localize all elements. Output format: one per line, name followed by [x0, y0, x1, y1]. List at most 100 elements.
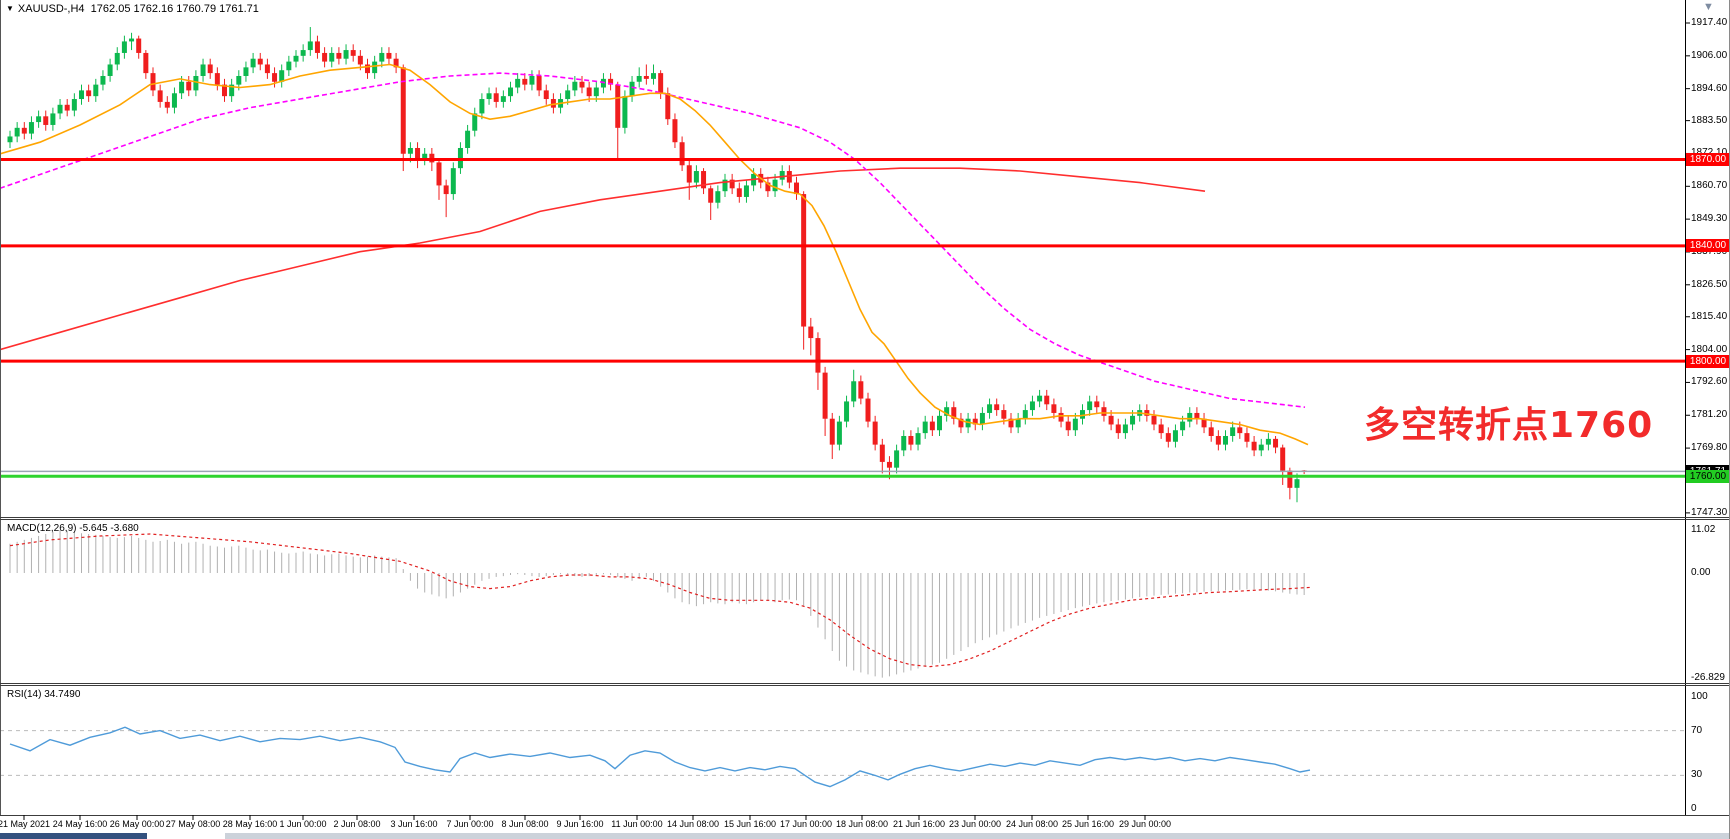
candle-body — [1208, 427, 1214, 436]
candle-body — [1144, 410, 1150, 416]
price-tag-1870-00: 1870.00 — [1686, 153, 1729, 166]
candle-body — [272, 73, 278, 82]
candle-body — [1080, 410, 1085, 419]
candle-body — [157, 90, 163, 102]
candle-body — [1037, 395, 1043, 402]
candle-body — [851, 381, 857, 402]
time-axis-label: 21 Jun 16:00 — [892, 819, 946, 829]
candle-body — [329, 52, 335, 62]
candle-body — [64, 104, 70, 111]
candle-body — [722, 179, 728, 192]
candle-body — [143, 52, 149, 74]
candle-body — [886, 461, 892, 468]
price-tick-label: 1769.80 — [1691, 442, 1728, 454]
candle-body — [1072, 418, 1078, 431]
annotation-text[interactable]: 多空转折点1760 — [1364, 405, 1654, 446]
price-tick-label: 1747.30 — [1691, 506, 1728, 518]
candle-body — [944, 407, 950, 416]
candle-body — [250, 58, 256, 68]
time-axis-label: 15 Jun 16:00 — [723, 819, 777, 829]
candle-body — [579, 81, 585, 88]
candle-body — [929, 421, 935, 431]
time-axis-label: 1 Jun 00:00 — [279, 819, 327, 829]
candle-body — [786, 171, 792, 183]
candle-body — [994, 404, 1000, 411]
candle-body — [550, 99, 556, 108]
candle-body — [407, 147, 413, 154]
price-tick-label: 1894.60 — [1691, 82, 1728, 94]
chart-title: ▼ XAUUSD-,H4 1762.05 1762.16 1760.79 1761… — [6, 3, 259, 15]
candle-body — [236, 75, 242, 85]
candle-body — [1122, 424, 1128, 434]
candle-body — [958, 418, 964, 428]
candle-body — [715, 191, 721, 203]
candle-body — [1180, 421, 1186, 431]
candle-body — [615, 84, 621, 128]
candle-body — [1287, 470, 1293, 488]
candle-body — [114, 52, 120, 65]
candle-body — [586, 87, 592, 97]
candle-body — [493, 93, 499, 102]
candle-body — [1165, 433, 1171, 442]
candle-body — [801, 194, 807, 327]
candle-body — [1029, 401, 1035, 411]
candle-body — [1194, 412, 1200, 419]
candle-body — [243, 67, 249, 76]
candle-body — [436, 162, 442, 186]
time-axis-label: 14 Jun 08:00 — [666, 819, 720, 829]
candle-body — [229, 84, 235, 97]
candle-body — [922, 421, 928, 434]
candle-body — [200, 64, 206, 76]
horizontal-scrollbar-thumb[interactable] — [0, 833, 147, 839]
candle-body — [908, 435, 914, 445]
candle-body — [965, 418, 971, 428]
chart-shift-marker-icon[interactable]: ▼ — [1703, 1, 1714, 13]
candle-body — [1115, 424, 1121, 434]
candle-body — [486, 93, 492, 100]
candle-body — [279, 70, 285, 82]
price-tick-label: 1804.00 — [1691, 343, 1728, 355]
candle-body — [1187, 412, 1193, 422]
candle-body — [686, 165, 692, 183]
candle-body — [1215, 435, 1221, 445]
horizontal-scrollbar-track[interactable] — [225, 833, 1729, 839]
rsi-scale-label: 0 — [1691, 803, 1697, 814]
candle-body — [343, 50, 349, 59]
candle-body — [1223, 435, 1228, 445]
candle-body — [1172, 430, 1178, 442]
candle-body — [1151, 415, 1157, 425]
candle-body — [1108, 415, 1114, 425]
candle-body — [1101, 407, 1107, 416]
candle-body — [529, 75, 535, 85]
candle-body — [743, 185, 749, 197]
candle-body — [372, 61, 378, 74]
candle-body — [844, 401, 850, 422]
candle-body — [543, 90, 549, 100]
candle-body — [415, 147, 421, 160]
candle-body — [1258, 444, 1264, 451]
candle-body — [643, 75, 649, 79]
time-axis-label: 24 Jun 08:00 — [1005, 819, 1059, 829]
candle-body — [100, 75, 106, 85]
candle-body — [1015, 418, 1021, 428]
candle-body — [629, 81, 635, 97]
candle-body — [179, 81, 185, 94]
candle-body — [257, 58, 263, 65]
candle-body — [636, 75, 642, 82]
candle-body — [57, 104, 63, 114]
candle-body — [865, 398, 871, 422]
price-tick-label: 1781.20 — [1691, 409, 1728, 421]
candle-body — [693, 171, 699, 183]
price-tick-label: 1849.30 — [1691, 213, 1728, 225]
candle-body — [987, 404, 993, 413]
candle-body — [43, 116, 49, 125]
candle-body — [222, 84, 227, 97]
candle-body — [129, 38, 135, 42]
time-axis-label: 21 May 2021 — [0, 819, 51, 829]
candle-body — [36, 116, 42, 123]
symbol-dropdown-icon[interactable]: ▼ — [6, 4, 14, 13]
candle-body — [465, 130, 471, 148]
candle-body — [107, 64, 113, 76]
